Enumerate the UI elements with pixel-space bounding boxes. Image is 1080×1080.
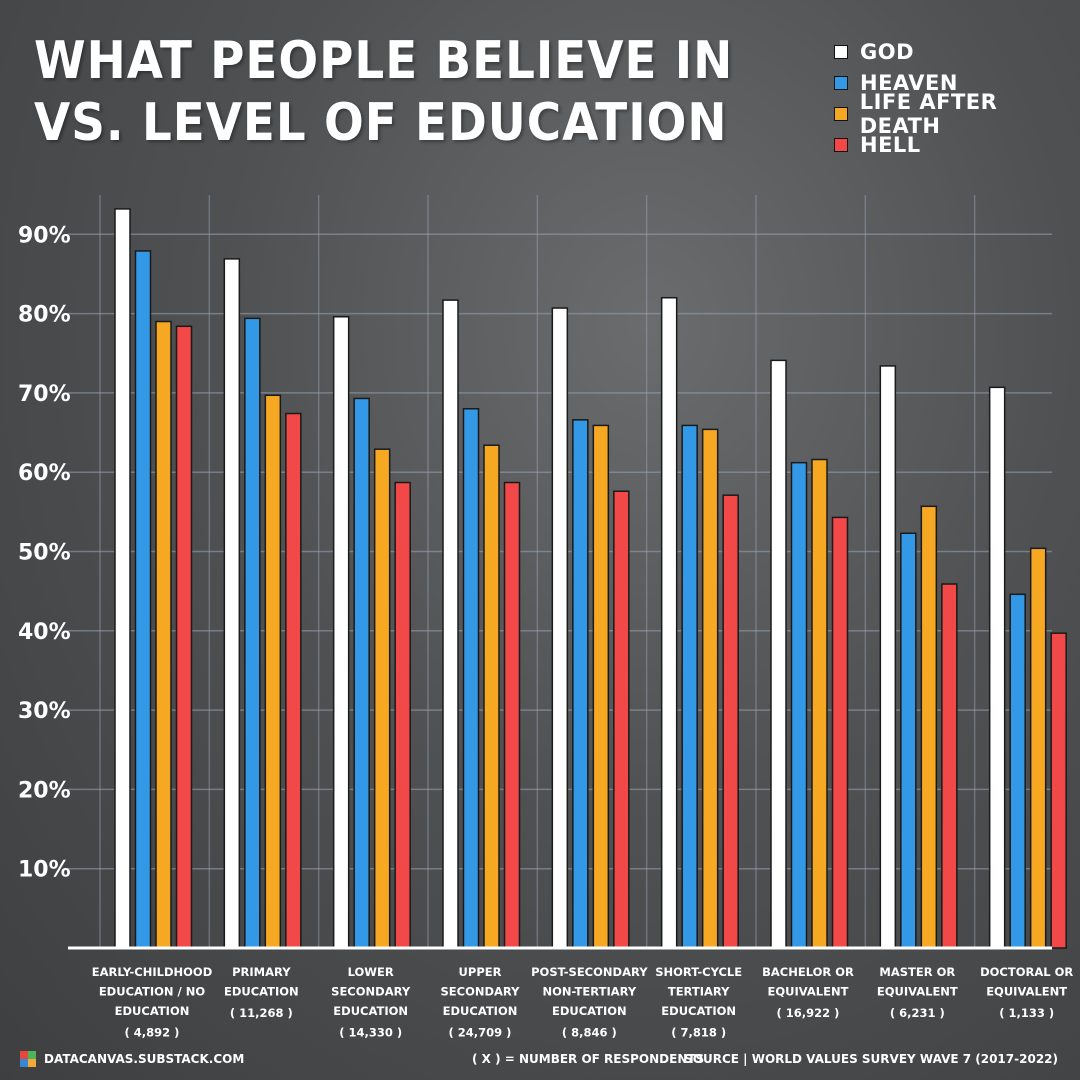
x-tick-label: EQUIVALENT: [768, 985, 849, 999]
x-tick-label: TERTIARY: [668, 985, 730, 999]
bar-heaven: [572, 419, 589, 949]
bar-god: [114, 208, 131, 949]
bar-hell: [831, 516, 849, 949]
respondent-count-label: ( 11,268 ): [230, 1006, 293, 1020]
respondent-count-label: ( 7,818 ): [671, 1026, 726, 1040]
bar-life-after-death: [373, 448, 391, 949]
x-tick-label: EDUCATION: [224, 985, 299, 999]
bar-heaven: [681, 424, 698, 949]
bar-god: [879, 365, 897, 949]
x-tick-label: PRIMARY: [232, 965, 291, 979]
y-tick-label: 10%: [18, 858, 71, 883]
bar-life-after-death: [811, 458, 828, 949]
chart-title: WHAT PEOPLE BELIEVE IN VS. LEVEL OF EDUC…: [34, 31, 734, 153]
legend: GOD HEAVEN LIFE AFTER DEATH HELL: [834, 36, 1080, 160]
legend-label-god: GOD: [860, 39, 915, 64]
respondent-count-label: ( 16,922 ): [777, 1006, 840, 1020]
bar-life-after-death: [592, 424, 610, 949]
x-tick-label: EQUIVALENT: [877, 985, 958, 999]
respondent-count-label: ( 24,709 ): [449, 1026, 512, 1040]
respondent-count-label: ( 4,892 ): [125, 1026, 180, 1040]
bar-heaven: [790, 461, 808, 949]
bar-heaven: [134, 250, 152, 949]
bar-heaven: [900, 532, 917, 949]
legend-label-hell: HELL: [860, 132, 921, 157]
respondent-count-label: ( 14,330 ): [339, 1026, 402, 1040]
bar-hell: [175, 325, 193, 949]
x-tick-label: EDUCATION: [661, 1004, 736, 1018]
legend-item-god: GOD: [834, 36, 1080, 67]
respondent-count-label: ( 1,133 ): [999, 1006, 1054, 1020]
footer-site: DATACANVAS.SUBSTACK.COM: [20, 1051, 244, 1067]
x-tick-label: BACHELOR OR: [762, 965, 854, 979]
legend-swatch-god: [834, 44, 848, 59]
footer-source: SOURCE | WORLD VALUES SURVEY WAVE 7 (201…: [684, 1052, 1058, 1066]
x-tick-label: EDUCATION: [333, 1004, 408, 1018]
x-tick-label: SHORT-CYCLE: [655, 965, 742, 979]
x-tick-label: NON-TERTIARY: [542, 985, 636, 999]
x-tick-label: DOCTORAL OR: [980, 965, 1073, 979]
respondent-count-label: ( 8,846 ): [562, 1026, 617, 1040]
y-tick-label: 80%: [18, 303, 71, 328]
x-tick-label: POST-SECONDARY: [531, 965, 648, 979]
bar-god: [551, 307, 569, 949]
bar-hell: [394, 481, 411, 949]
x-tick-label: SECONDARY: [441, 985, 521, 999]
legend-item-life-after-death: LIFE AFTER DEATH: [834, 90, 1080, 138]
y-tick-label: 70%: [18, 382, 71, 407]
bar-hell: [941, 583, 958, 949]
bar-hell: [722, 494, 739, 949]
legend-item-heaven: HEAVEN: [834, 67, 1080, 98]
x-tick-label: EDUCATION: [115, 1004, 190, 1018]
y-tick-label: 60%: [18, 461, 71, 486]
x-tick-label: UPPER: [459, 965, 502, 979]
bar-god: [660, 296, 678, 949]
bar-life-after-death: [920, 505, 938, 949]
bar-god: [770, 359, 787, 949]
x-tick-label: LOWER: [348, 965, 394, 979]
x-tick-label: SECONDARY: [331, 985, 411, 999]
x-tick-label: EDUCATION: [443, 1004, 518, 1018]
y-tick-label: 50%: [18, 541, 71, 566]
legend-swatch-heaven: [834, 75, 848, 90]
bar-hell: [613, 490, 630, 949]
bar-hell: [1050, 632, 1067, 949]
bar-hell: [503, 481, 521, 949]
bar-heaven: [462, 408, 480, 949]
footer-site-label: DATACANVAS.SUBSTACK.COM: [44, 1052, 245, 1066]
y-tick-label: 40%: [18, 620, 71, 645]
bar-god: [332, 316, 350, 949]
x-tick-label: EQUIVALENT: [986, 985, 1067, 999]
x-tick-label: EDUCATION: [552, 1004, 627, 1018]
y-tick-label: 90%: [18, 223, 71, 248]
legend-item-hell: HELL: [834, 129, 1080, 160]
bar-life-after-death: [1029, 547, 1047, 949]
bar-life-after-death: [155, 320, 172, 949]
respondent-count-label: ( 6,231 ): [890, 1006, 945, 1020]
legend-swatch-hell: [834, 137, 848, 152]
bar-god: [988, 386, 1006, 949]
footer-respondents-note: ( X ) = NUMBER OF RESPONDENTS: [472, 1052, 705, 1066]
legend-swatch-life-after-death: [834, 106, 848, 121]
bar-heaven: [353, 397, 370, 949]
x-tick-label: EARLY-CHILDHOOD: [92, 965, 213, 979]
bar-life-after-death: [701, 428, 719, 949]
bar-hell: [285, 412, 302, 949]
datacanvas-logo-icon: [20, 1051, 36, 1067]
bar-god: [223, 258, 241, 949]
bar-god: [442, 299, 459, 949]
y-tick-label: 30%: [18, 699, 71, 724]
legend-label-life-after-death: LIFE AFTER DEATH: [859, 89, 998, 138]
bar-heaven: [1009, 593, 1026, 949]
bar-life-after-death: [483, 444, 500, 949]
y-tick-label: 20%: [18, 778, 71, 803]
x-tick-label: MASTER OR: [879, 965, 955, 979]
x-tick-label: EDUCATION / NO: [99, 985, 206, 999]
legend-label-heaven: HEAVEN: [860, 70, 958, 95]
bar-heaven: [244, 317, 261, 949]
bar-life-after-death: [264, 394, 282, 949]
